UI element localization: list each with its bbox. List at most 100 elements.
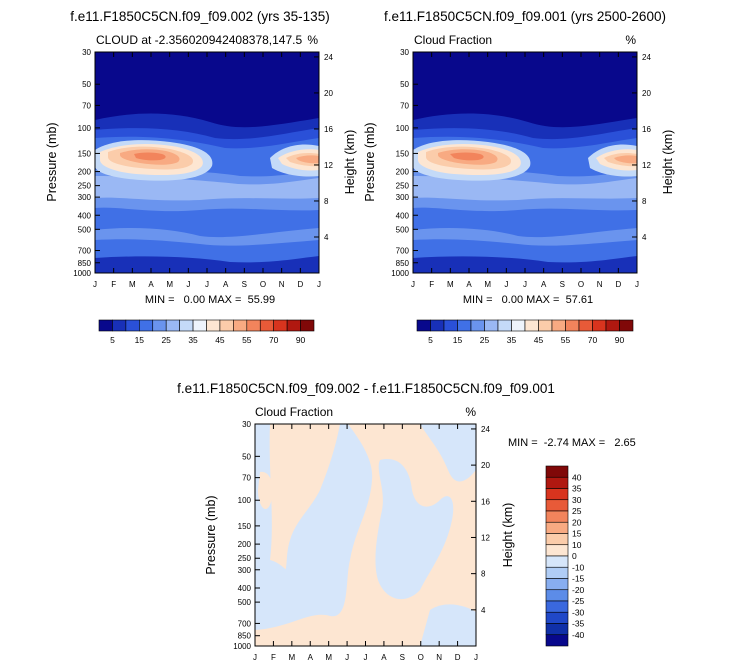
colorbar-swatch [565, 319, 580, 332]
panel-3-y-label: Pressure (mb) [204, 495, 218, 574]
panel-2-colorbar: 5 15 25 35 45 55 70 90 [416, 319, 634, 345]
month-tick-label: F [429, 280, 434, 289]
panel-1: f.e11.F1850C5CN.f09_f09.002 (yrs 35-135)… [45, 9, 357, 345]
pressure-tick-label: 500 [78, 225, 92, 234]
pressure-tick-label: 200 [396, 168, 410, 177]
month-tick-label: S [560, 280, 565, 289]
pressure-tick-label: 100 [78, 124, 92, 133]
panel-3-left-string: Cloud Fraction [255, 405, 333, 419]
month-tick-label: A [308, 653, 314, 662]
height-tick-label: 20 [642, 89, 651, 98]
height-tick-label: 16 [642, 125, 651, 134]
colorbar-label: 25 [480, 335, 490, 345]
height-tick-label: 20 [481, 461, 490, 470]
colorbar-swatch [605, 319, 620, 332]
colorbar-swatch [165, 319, 180, 332]
month-tick-label: A [223, 280, 229, 289]
height-tick-label: 16 [481, 497, 490, 506]
colorbar-swatch [273, 319, 288, 332]
colorbar-swatch [545, 623, 569, 636]
height-tick-label: 4 [642, 233, 647, 242]
pressure-tick-label: 50 [400, 80, 409, 89]
month-tick-label: D [455, 653, 461, 662]
pressure-tick-label: 850 [78, 259, 92, 268]
panel-1-height-axis: 24 20 16 12 8 4 [314, 53, 333, 242]
colorbar-swatch [545, 499, 569, 512]
month-tick-label: F [271, 653, 276, 662]
height-tick-label: 16 [324, 125, 333, 134]
colorbar-label: 20 [572, 517, 582, 527]
colorbar-swatch [551, 319, 566, 332]
pressure-tick-label: 500 [396, 225, 410, 234]
pressure-tick-label: 30 [242, 420, 251, 429]
height-tick-label: 4 [481, 606, 486, 615]
colorbar-label: 15 [453, 335, 463, 345]
pressure-tick-label: 400 [238, 584, 252, 593]
colorbar-swatch [545, 634, 569, 647]
pressure-tick-label: 500 [238, 598, 252, 607]
pressure-tick-label: 100 [396, 124, 410, 133]
colorbar-swatch [524, 319, 539, 332]
pressure-tick-label: 70 [242, 474, 251, 483]
panel-2-y-label: Pressure (mb) [363, 122, 377, 201]
month-tick-label: N [279, 280, 285, 289]
colorbar-swatch [457, 319, 472, 332]
panel-2-stats: MIN = 0.00 MAX = 57.61 [463, 294, 593, 306]
colorbar-label: 90 [296, 335, 306, 345]
month-tick-label: D [297, 280, 303, 289]
colorbar-label: 55 [242, 335, 252, 345]
month-tick-label: O [418, 653, 424, 662]
pressure-tick-label: 400 [396, 211, 410, 220]
month-tick-label: N [436, 653, 442, 662]
month-tick-label: J [523, 280, 527, 289]
pressure-tick-label: 100 [238, 496, 252, 505]
colorbar-swatch [545, 566, 569, 579]
colorbar-swatch [125, 319, 140, 332]
colorbar-swatch [545, 600, 569, 613]
pressure-tick-label: 300 [396, 193, 410, 202]
colorbar-swatch [511, 319, 526, 332]
colorbar-label: -25 [572, 596, 585, 606]
panel-2: f.e11.F1850C5CN.f09_f09.001 (yrs 2500-26… [363, 9, 675, 345]
colorbar-swatch [538, 319, 553, 332]
colorbar-label: 90 [615, 335, 625, 345]
colorbar-swatch [286, 319, 301, 332]
colorbar-label: 70 [588, 335, 598, 345]
colorbar-swatch [206, 319, 221, 332]
month-tick-label: S [400, 653, 405, 662]
month-tick-label: O [260, 280, 266, 289]
panel-3: f.e11.F1850C5CN.f09_f09.002 - f.e11.F185… [177, 381, 636, 662]
month-tick-label: M [166, 280, 173, 289]
colorbar-swatch [545, 488, 569, 501]
height-tick-label: 20 [324, 89, 333, 98]
panel-2-height-axis: 24 20 16 12 8 4 [632, 53, 651, 242]
pressure-tick-label: 700 [396, 247, 410, 256]
colorbar-label: 25 [161, 335, 171, 345]
colorbar-label: 10 [572, 540, 582, 550]
colorbar-label: 0 [572, 551, 577, 561]
month-tick-label: S [242, 280, 247, 289]
colorbar-swatch [545, 544, 569, 557]
panel-2-right-string: % [625, 33, 636, 47]
colorbar-swatch [545, 578, 569, 591]
colorbar-swatch [112, 319, 127, 332]
panel-3-title: f.e11.F1850C5CN.f09_f09.002 - f.e11.F185… [177, 381, 555, 396]
colorbar-swatch [219, 319, 234, 332]
colorbar-label: 30 [572, 495, 582, 505]
month-tick-label: J [205, 280, 209, 289]
colorbar-label: 35 [572, 484, 582, 494]
colorbar-swatch [592, 319, 607, 332]
colorbar-label: 45 [215, 335, 225, 345]
month-tick-label: J [253, 653, 257, 662]
pressure-tick-label: 250 [396, 182, 410, 191]
colorbar-swatch [545, 611, 569, 624]
panel-3-height-axis: 24 20 16 12 8 4 [471, 425, 490, 615]
panel-1-y-label: Pressure (mb) [45, 122, 59, 201]
pressure-tick-label: 700 [238, 619, 252, 628]
colorbar-swatch [545, 510, 569, 523]
colorbar-swatch [430, 319, 445, 332]
